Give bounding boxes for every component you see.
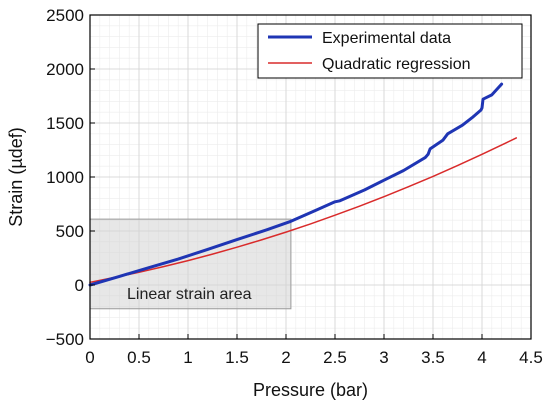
x-tick-label: 1 [183, 348, 192, 367]
y-tick-label: 1000 [46, 168, 84, 187]
y-tick-label: 2000 [46, 60, 84, 79]
y-tick-label: 500 [56, 222, 84, 241]
x-tick-label: 4.5 [519, 348, 543, 367]
legend: Experimental data Quadratic regression [257, 23, 523, 79]
y-tick-label: −500 [46, 330, 84, 349]
x-tick-label: 3 [379, 348, 388, 367]
x-axis-label: Pressure (bar) [253, 380, 368, 400]
linear-strain-area-label: Linear strain area [127, 286, 252, 303]
x-tick-label: 4 [477, 348, 486, 367]
x-axis-ticks: 0 0.5 1 1.5 2 2.5 3 3.5 4 4.5 [85, 334, 543, 367]
y-axis-label: Strain (µdef) [6, 127, 26, 226]
legend-label-experimental: Experimental data [322, 30, 451, 47]
x-tick-label: 0 [85, 348, 94, 367]
y-tick-label: 1500 [46, 114, 84, 133]
series-layer [88, 82, 518, 287]
y-tick-label: 0 [75, 276, 84, 295]
legend-label-regression: Quadratic regression [322, 56, 471, 73]
y-tick-label: 2500 [46, 6, 84, 25]
x-tick-label: 3.5 [421, 348, 445, 367]
experimental-data-line [88, 82, 504, 287]
legend-box [257, 23, 523, 79]
quadratic-regression-line [89, 137, 518, 284]
x-tick-label: 0.5 [127, 348, 151, 367]
x-tick-label: 2 [281, 348, 290, 367]
x-tick-label: 1.5 [225, 348, 249, 367]
y-axis-ticks: −500 0 500 1000 1500 2000 2500 [46, 6, 95, 349]
x-tick-label: 2.5 [323, 348, 347, 367]
